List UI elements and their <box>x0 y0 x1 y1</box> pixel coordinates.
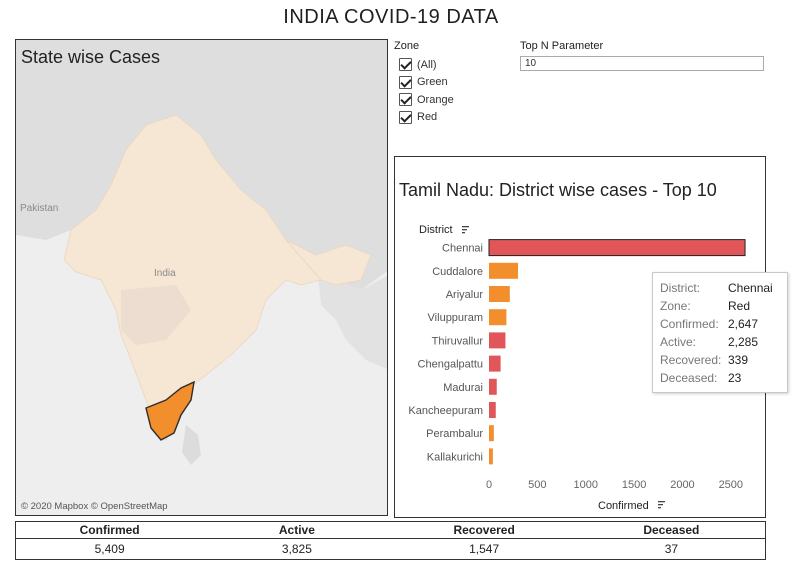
tooltip-value: Chennai <box>728 281 773 295</box>
district-label: Ariyalur <box>446 289 484 301</box>
kpi-value: 3,825 <box>281 542 312 556</box>
kpi-deceased: Deceased 37 <box>577 522 765 559</box>
tooltip-value: Red <box>728 299 751 313</box>
kpi-recovered: Recovered 1,547 <box>390 522 578 559</box>
sort-icon[interactable] <box>462 226 469 234</box>
tooltip-row: Confirmed: 2,647 <box>660 315 780 333</box>
zone-option-orange[interactable]: Orange <box>394 91 454 109</box>
x-axis-title[interactable]: Confirmed <box>598 500 649 512</box>
y-axis-title[interactable]: District <box>419 224 453 236</box>
tooltip-value: 2,285 <box>728 335 759 349</box>
map-attribution: © 2020 Mapbox © OpenStreetMap <box>21 501 168 512</box>
tooltip-value: 23 <box>728 371 742 385</box>
tooltip-row: Recovered: 339 <box>660 351 780 369</box>
chart-tooltip: District: Chennai Zone: Red Confirmed: 2,64… <box>652 272 788 393</box>
kpi-confirmed: Confirmed 5,409 <box>16 522 204 559</box>
tamil-nadu-state[interactable] <box>145 380 195 441</box>
india-map[interactable] <box>16 40 388 516</box>
zone-option-label: (All) <box>417 58 437 71</box>
district-label: Chennai <box>442 243 483 255</box>
district-label: Perambalur <box>426 428 483 440</box>
zone-option-label: Orange <box>417 93 454 106</box>
tooltip-key: Deceased: <box>660 371 718 385</box>
kpi-header: Recovered <box>390 522 578 539</box>
tooltip-row: Zone: Red <box>660 297 780 315</box>
sri-lanka <box>182 425 201 465</box>
neighbour-land <box>16 40 387 290</box>
checkbox-red[interactable] <box>399 110 412 124</box>
district-bar[interactable] <box>489 402 496 418</box>
district-bar[interactable] <box>489 378 497 395</box>
kpi-header: Confirmed <box>16 522 204 539</box>
district-label: Kallakurichi <box>427 451 483 463</box>
tooltip-key: Zone: <box>660 299 691 313</box>
tooltip-value: 339 <box>728 353 749 367</box>
district-label: Cuddalore <box>432 266 483 278</box>
checkbox-green[interactable] <box>399 75 412 89</box>
kpi-summary-table: Confirmed 5,409 Active 3,825 Recovered 1… <box>15 521 766 560</box>
district-bar[interactable] <box>489 448 493 465</box>
tooltip-row: Deceased: 23 <box>660 369 780 387</box>
tooltip-key: Recovered: <box>660 353 722 367</box>
tooltip-value: 2,647 <box>728 317 759 331</box>
bar-chart-title: Tamil Nadu: District wise cases - Top 10 <box>399 180 717 200</box>
x-sort-icon[interactable] <box>658 501 665 509</box>
zone-option-label: Green <box>417 76 448 89</box>
state-map-panel[interactable]: State wise Cases Pakistan India © 2020 M… <box>15 39 388 516</box>
district-label: Chengalpattu <box>418 359 483 371</box>
zone-option-all[interactable]: (All) <box>394 56 454 74</box>
zone-option-red[interactable]: Red <box>394 109 454 127</box>
x-tick-label: 1500 <box>622 479 646 491</box>
x-tick-label: 0 <box>486 479 492 491</box>
x-tick-label: 1000 <box>573 479 597 491</box>
kpi-header: Deceased <box>577 522 765 539</box>
district-bar[interactable] <box>489 286 510 302</box>
kpi-value: 37 <box>664 542 679 556</box>
topn-parameter: Top N Parameter 10 <box>520 40 764 71</box>
tooltip-key: Confirmed: <box>660 317 719 331</box>
zone-option-label: Red <box>417 111 438 124</box>
india-label: India <box>154 268 176 279</box>
map-title: State wise Cases <box>21 47 161 67</box>
checkbox-all[interactable] <box>399 58 412 72</box>
zone-option-green[interactable]: Green <box>394 74 454 92</box>
pakistan-label: Pakistan <box>20 203 59 214</box>
maharashtra-region <box>121 285 191 345</box>
district-label: Thiruvallur <box>432 335 484 347</box>
zone-filter: Zone (All) Green Orange Red <box>394 40 454 126</box>
district-bar[interactable] <box>489 309 507 326</box>
kpi-value: 5,409 <box>94 542 125 556</box>
zone-filter-title: Zone <box>394 40 420 52</box>
district-bar[interactable] <box>488 239 746 257</box>
topn-title: Top N Parameter <box>520 40 604 52</box>
district-bar-chart[interactable]: District Chennai Cuddalore Ariyalur Viluppu… <box>395 157 767 519</box>
x-tick-label: 2000 <box>670 479 694 491</box>
x-tick-label: 2500 <box>719 479 743 491</box>
district-bar[interactable] <box>489 425 494 442</box>
tooltip-row: Active: 2,285 <box>660 333 780 351</box>
district-bar[interactable] <box>489 355 501 372</box>
dashboard-title: INDIA COVID-19 DATA <box>283 6 499 28</box>
district-label: Kancheepuram <box>408 405 483 417</box>
kpi-active: Active 3,825 <box>203 522 391 559</box>
district-label: Madurai <box>443 382 483 394</box>
tooltip-key: District: <box>660 281 700 295</box>
tooltip-row: District: Chennai <box>660 279 780 297</box>
topn-input[interactable]: 10 <box>520 56 764 71</box>
checkbox-orange[interactable] <box>399 93 412 107</box>
kpi-header: Active <box>203 522 391 539</box>
tooltip-key: Active: <box>660 335 697 349</box>
district-label: Viluppuram <box>428 312 483 324</box>
northeast-states <box>285 239 372 286</box>
district-bar[interactable] <box>489 332 506 349</box>
district-bar[interactable] <box>489 262 519 279</box>
x-tick-label: 500 <box>528 479 546 491</box>
kpi-value: 1,547 <box>469 542 500 556</box>
